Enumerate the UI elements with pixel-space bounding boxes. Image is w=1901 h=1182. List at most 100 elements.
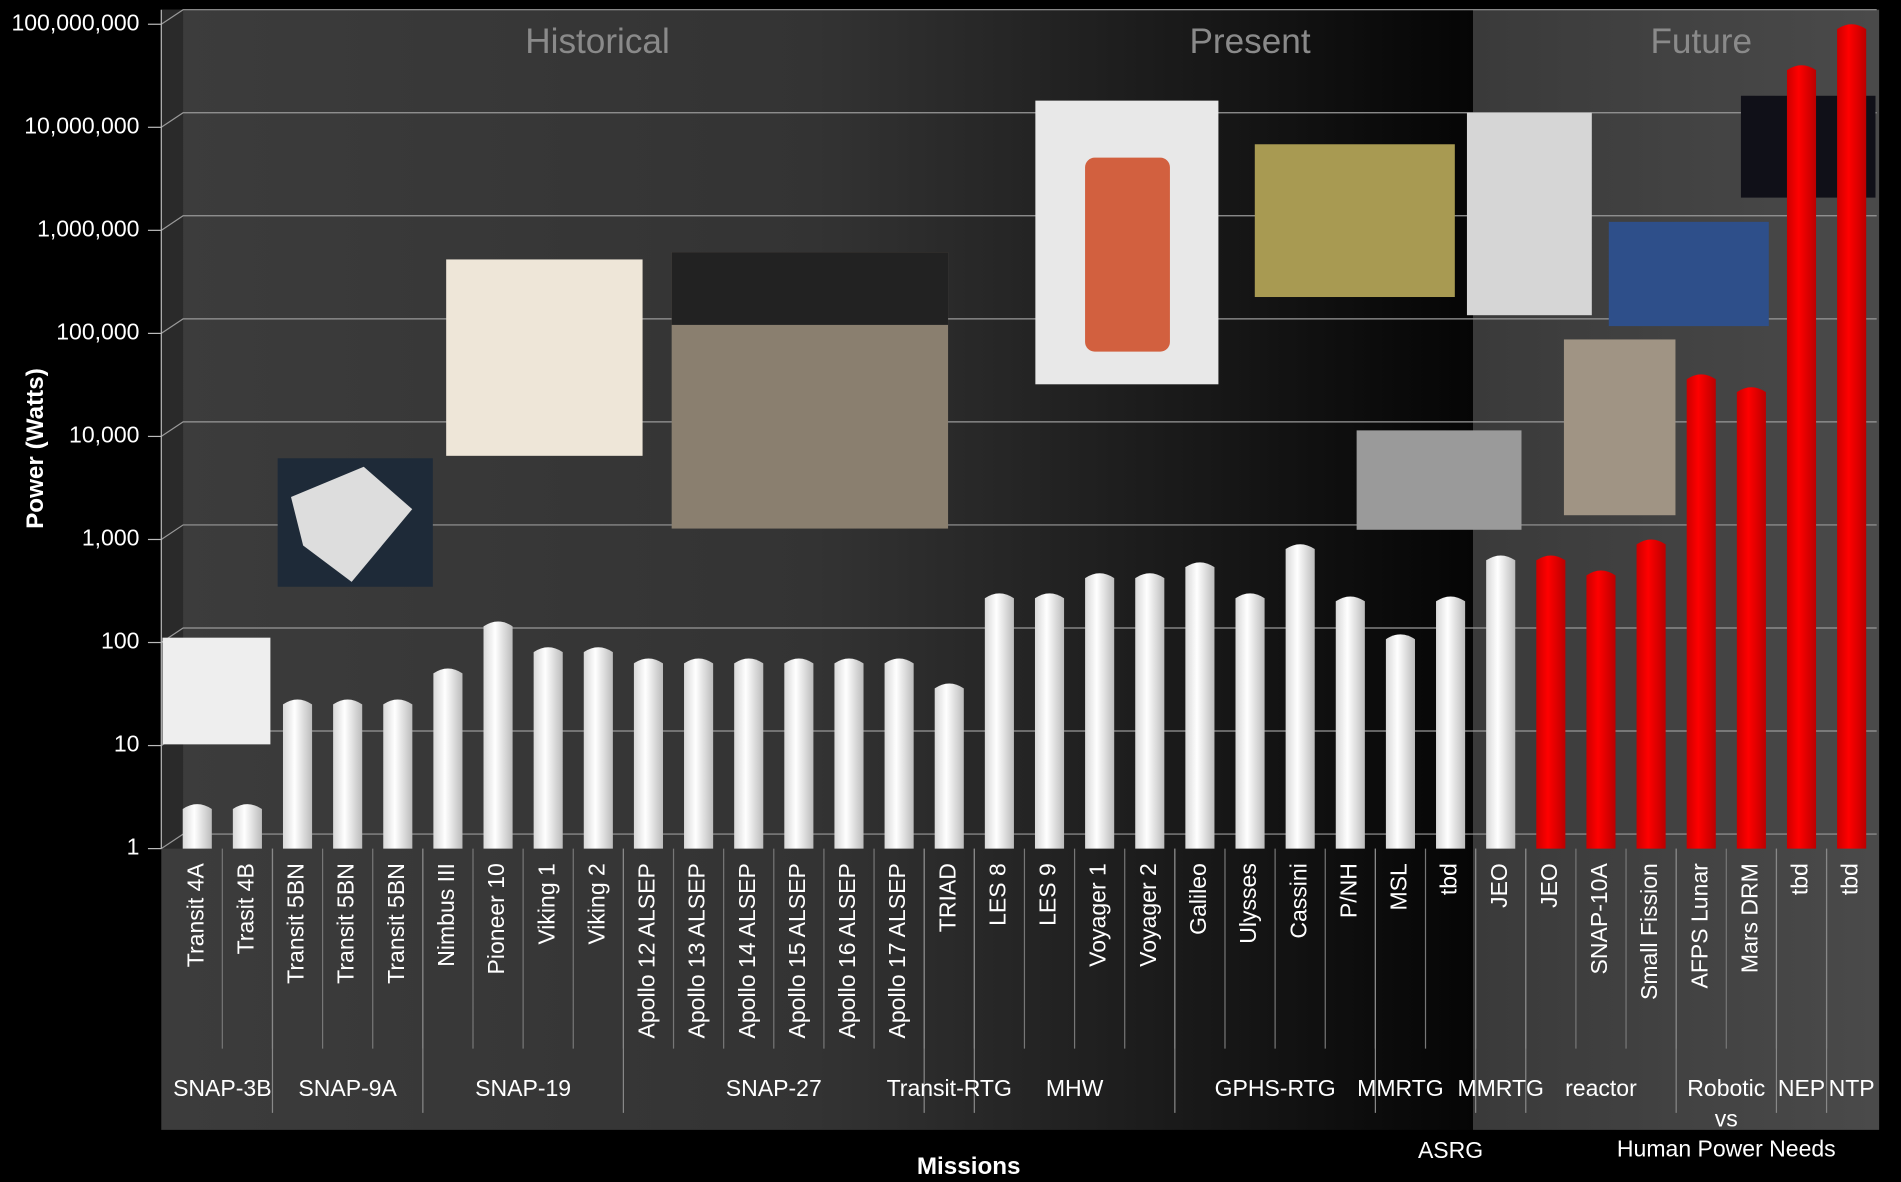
bar xyxy=(182,804,212,849)
grid-line xyxy=(160,421,1877,437)
x-tick-label: Transit 5BN xyxy=(333,863,359,984)
y-axis-title: Power (Watts) xyxy=(22,368,49,529)
grid-line xyxy=(160,318,1877,334)
bar xyxy=(1486,555,1516,849)
x-tick-label: P/NH xyxy=(1335,863,1361,918)
bar xyxy=(1586,570,1616,849)
photo xyxy=(1608,221,1769,327)
x-tick-label: LES 8 xyxy=(984,863,1010,926)
bar xyxy=(1185,562,1215,849)
bar xyxy=(282,699,313,849)
bar xyxy=(1085,573,1115,849)
section-label: Historical xyxy=(525,22,670,61)
x-tick-label: Transit 5BN xyxy=(283,863,309,984)
x-tick-label: MSL xyxy=(1386,863,1412,911)
section-label: Present xyxy=(1189,22,1310,61)
x-tick-label: Mars DRM xyxy=(1736,863,1762,973)
x-tick-label: AFPS Lunar xyxy=(1686,863,1712,989)
x-tick-label: Apollo 16 ALSEP xyxy=(834,863,860,1038)
bar xyxy=(633,658,664,849)
bar xyxy=(834,658,864,849)
group-label: SNAP-9A xyxy=(298,1075,397,1101)
y-tick-label: 10,000 xyxy=(69,422,139,448)
bar xyxy=(1736,387,1766,849)
x-tick-label: Transit 4A xyxy=(182,863,208,968)
bar xyxy=(1786,65,1817,849)
photo xyxy=(162,637,271,745)
x-tick-label: Voyager 2 xyxy=(1135,863,1161,967)
bar xyxy=(934,683,964,849)
bar xyxy=(583,647,613,849)
x-tick-label: Apollo 17 ALSEP xyxy=(884,863,910,1038)
bar xyxy=(533,647,563,849)
x-tick-label: Small Fission xyxy=(1636,863,1662,1000)
group-label: vs xyxy=(1715,1105,1738,1131)
x-tick-label: Apollo 15 ALSEP xyxy=(784,863,810,1038)
group-label: SNAP-19 xyxy=(475,1075,571,1101)
bar xyxy=(1536,555,1566,849)
group-label: ASRG xyxy=(1418,1137,1483,1163)
photo-sky xyxy=(671,252,949,325)
group-label: Human Power Needs xyxy=(1617,1136,1836,1162)
y-tick-label: 1,000,000 xyxy=(37,215,139,241)
x-tick-label: Viking 2 xyxy=(583,863,609,944)
group-label: NTP xyxy=(1829,1075,1875,1101)
bar xyxy=(433,668,463,849)
x-tick-label: tbd xyxy=(1436,863,1462,895)
grid-line xyxy=(160,9,1877,25)
photo-detail xyxy=(291,466,413,582)
x-axis-title: Missions xyxy=(917,1153,1021,1180)
x-tick-label: Voyager 1 xyxy=(1085,863,1111,967)
y-tick-label: 100 xyxy=(101,628,139,654)
x-tick-label: Cassini xyxy=(1285,863,1311,938)
bar xyxy=(1436,596,1466,849)
grid-line xyxy=(160,524,1877,540)
photos xyxy=(162,95,1876,745)
bar xyxy=(884,658,914,849)
y-tick-label: 1,000 xyxy=(82,525,140,551)
bar xyxy=(333,699,363,849)
bar xyxy=(483,621,513,849)
bar xyxy=(984,593,1014,849)
x-tick-label: TRIAD xyxy=(934,863,960,932)
bar xyxy=(1285,544,1315,849)
group-label: Transit-RTG xyxy=(887,1075,1012,1101)
x-tick-label: SNAP-10A xyxy=(1586,863,1612,975)
x-tick-label: Ulysses xyxy=(1235,863,1261,944)
bar xyxy=(383,699,413,849)
group-label: SNAP-27 xyxy=(726,1075,822,1101)
photo-detail xyxy=(1085,157,1170,352)
x-tick-label: Transit 5BN xyxy=(383,863,409,984)
x-tick-label: tbd xyxy=(1837,863,1863,895)
x-tick-label: JEO xyxy=(1486,863,1512,908)
bar xyxy=(1135,573,1165,849)
photo xyxy=(1563,339,1676,516)
group-label: MMRTG xyxy=(1357,1075,1444,1101)
x-tick-label: tbd xyxy=(1787,863,1813,895)
y-tick-label: 10,000,000 xyxy=(24,112,139,138)
bar xyxy=(1837,24,1867,849)
bar xyxy=(1034,593,1065,849)
x-tick-label: Nimbus III xyxy=(433,863,459,967)
bar xyxy=(1235,593,1265,849)
x-tick-label: JEO xyxy=(1536,863,1562,908)
group-label: MHW xyxy=(1046,1075,1104,1101)
group-label: MMRTG xyxy=(1457,1075,1544,1101)
y-tick-label: 10 xyxy=(114,731,140,757)
grid-line xyxy=(160,112,1877,128)
x-tick-label: Apollo 13 ALSEP xyxy=(684,863,710,1038)
x-tick-label: Viking 1 xyxy=(533,863,559,944)
bar xyxy=(232,804,262,849)
section-label: Future xyxy=(1650,22,1752,61)
bar xyxy=(734,658,764,849)
bar xyxy=(1686,374,1716,849)
y-tick-label: 100,000 xyxy=(56,318,139,344)
group-label: reactor xyxy=(1565,1075,1637,1101)
photo xyxy=(1356,430,1522,530)
group-label: SNAP-3B xyxy=(173,1075,271,1101)
photo xyxy=(446,259,643,456)
group-label: GPHS-RTG xyxy=(1215,1075,1336,1101)
x-tick-label: Apollo 12 ALSEP xyxy=(634,863,660,1038)
x-tick-label: Pioneer 10 xyxy=(483,863,509,974)
